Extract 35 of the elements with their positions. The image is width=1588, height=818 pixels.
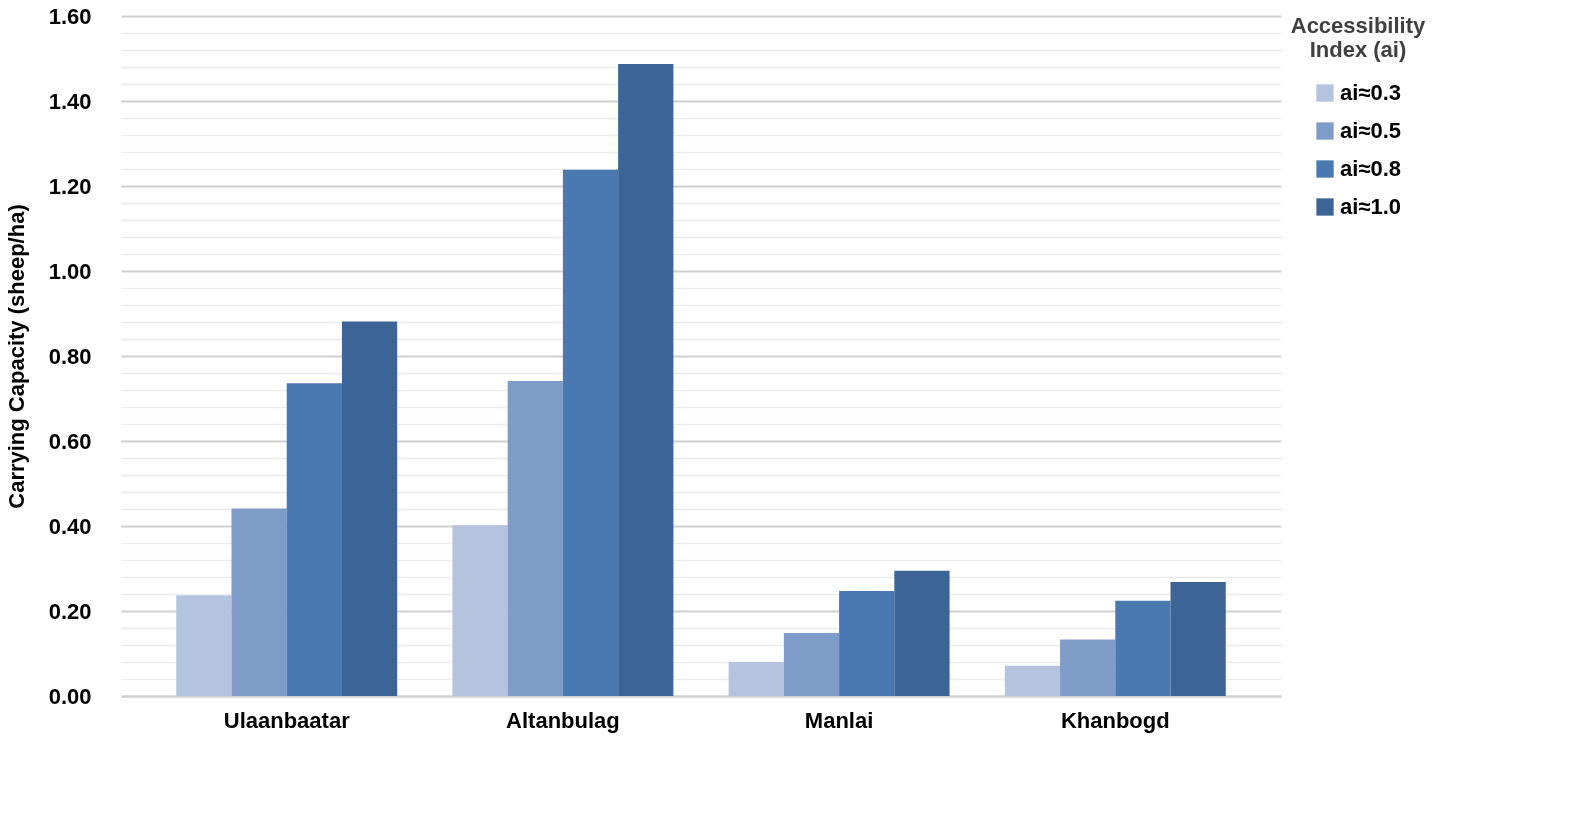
y-tick-label: 1.40 bbox=[48, 88, 92, 114]
bar bbox=[1060, 639, 1116, 696]
legend-label: ai≈0.3 bbox=[1340, 80, 1402, 105]
bar bbox=[507, 381, 563, 696]
text: 0.00 bbox=[48, 683, 92, 709]
x-tick-label: Altanbulag bbox=[506, 707, 620, 733]
bar bbox=[231, 508, 287, 696]
legend-title: Accessibility Index (ai) bbox=[1290, 13, 1427, 62]
legend-label: ai≈1.0 bbox=[1340, 194, 1402, 219]
bar bbox=[618, 64, 674, 696]
y-tick-label: 0.80 bbox=[48, 343, 92, 369]
bar bbox=[1170, 582, 1226, 696]
legend-label: ai≈0.5 bbox=[1340, 118, 1402, 143]
x-tick-label: Manlai bbox=[804, 707, 874, 733]
legend-label: ai≈0.8 bbox=[1340, 156, 1402, 181]
y-tick-label: 0.60 bbox=[48, 428, 92, 454]
bar bbox=[341, 321, 398, 696]
bar bbox=[728, 662, 784, 696]
y-tick-label: 0.20 bbox=[48, 598, 92, 624]
y-tick-label: 0.40 bbox=[48, 513, 92, 539]
x-tick-label: Ulaanbaatar bbox=[223, 707, 351, 733]
y-tick-label: 1.00 bbox=[48, 258, 92, 284]
bar bbox=[783, 633, 840, 696]
bar bbox=[1115, 600, 1171, 696]
y-axis-title: Carrying Capacity (sheep/ha) bbox=[3, 204, 29, 509]
bar bbox=[286, 383, 342, 696]
bar bbox=[452, 525, 508, 696]
bar bbox=[894, 570, 950, 696]
bar bbox=[176, 595, 232, 696]
x-tick-label: Khanbogd bbox=[1060, 707, 1170, 733]
bar bbox=[839, 591, 895, 696]
bar bbox=[1004, 665, 1061, 696]
bar bbox=[562, 169, 619, 696]
y-tick-label: 1.60 bbox=[48, 3, 92, 29]
y-tick-label: 1.20 bbox=[48, 173, 92, 199]
